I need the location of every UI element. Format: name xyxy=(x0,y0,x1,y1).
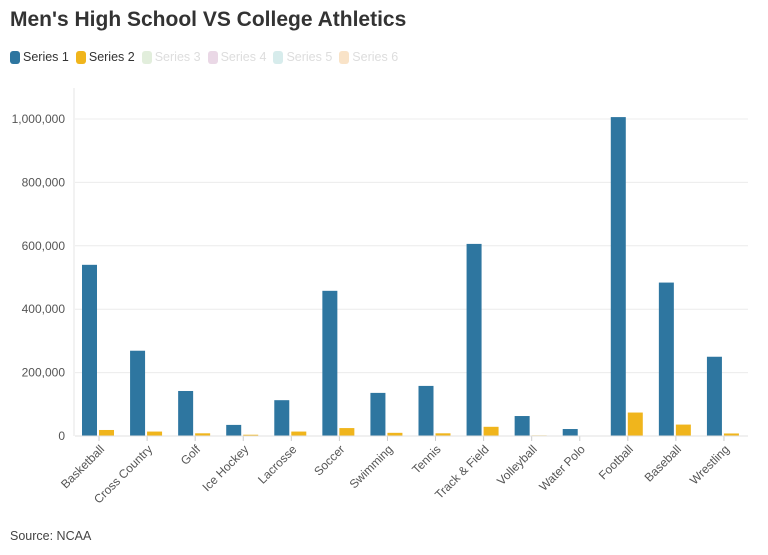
bar-2 xyxy=(339,428,355,436)
x-tick-label: Swimming xyxy=(347,442,396,491)
y-tick-label: 0 xyxy=(58,429,65,443)
legend-label: Series 5 xyxy=(286,50,333,64)
x-tick-label: Baseball xyxy=(642,442,684,484)
bar-2 xyxy=(147,431,163,436)
x-tick-label: Basketball xyxy=(58,442,107,491)
y-tick-label: 400,000 xyxy=(22,302,66,316)
y-tick-label: 600,000 xyxy=(22,239,66,253)
legend-swatch xyxy=(10,50,20,64)
bar-2 xyxy=(723,433,739,436)
bar-1 xyxy=(370,392,386,436)
legend: Series 1 Series 2 Series 3 Series 4 Series 5… xyxy=(10,50,398,64)
bar-1 xyxy=(274,400,290,436)
x-tick-label: Ice Hockey xyxy=(199,442,251,494)
legend-item[interactable]: Series 4 xyxy=(207,50,267,64)
legend-swatch xyxy=(141,50,152,64)
source-note: Source: NCAA xyxy=(10,529,92,543)
bar-2 xyxy=(291,431,307,436)
bar-1 xyxy=(514,416,530,436)
y-tick-label: 200,000 xyxy=(22,366,66,380)
bar-1 xyxy=(82,264,97,436)
bar-1 xyxy=(178,390,194,436)
x-tick-label: Wrestling xyxy=(687,442,732,487)
legend-label: Series 2 xyxy=(88,50,135,64)
bar-1 xyxy=(226,424,242,436)
legend-label: Series 3 xyxy=(154,50,201,64)
x-tick-label: Tennis xyxy=(409,442,443,476)
x-tick-label: Water Polo xyxy=(536,442,588,494)
bar-2 xyxy=(243,434,259,436)
legend-item[interactable]: Series 5 xyxy=(273,50,332,64)
bar-2 xyxy=(99,429,114,436)
y-tick-label: 800,000 xyxy=(22,175,66,189)
x-tick-label: Football xyxy=(596,442,636,482)
bar-2 xyxy=(387,432,403,436)
bar-2 xyxy=(483,426,499,436)
legend-swatch xyxy=(339,50,350,64)
legend-item[interactable]: Series 1 xyxy=(10,50,69,64)
legend-item[interactable]: Series 3 xyxy=(141,50,201,64)
bar-1 xyxy=(562,429,578,436)
bar-1 xyxy=(418,385,434,436)
bar-2 xyxy=(627,412,643,436)
legend-label: Series 6 xyxy=(352,50,399,64)
bar-1 xyxy=(466,243,482,436)
chart-title: Men's High School VS College Athletics xyxy=(10,8,407,31)
bar-1 xyxy=(322,290,338,436)
legend-swatch xyxy=(75,50,86,64)
y-tick-label: 1,000,000 xyxy=(12,112,66,126)
x-tick-label: Golf xyxy=(178,442,204,468)
x-tick-label: Soccer xyxy=(311,442,347,478)
legend-label: Series 1 xyxy=(23,50,69,64)
bar-1 xyxy=(130,350,146,436)
bar-1 xyxy=(610,117,626,437)
bar-2 xyxy=(675,424,691,436)
bar-1 xyxy=(706,356,722,436)
legend-item[interactable]: Series 2 xyxy=(75,50,135,64)
legend-swatch xyxy=(207,50,218,64)
bar-1 xyxy=(658,282,674,436)
legend-swatch xyxy=(273,50,284,64)
bar-2 xyxy=(435,433,451,436)
legend-item[interactable]: Series 6 xyxy=(339,50,398,64)
x-tick-label: Lacrosse xyxy=(255,442,300,487)
x-tick-label: Volleyball xyxy=(494,442,540,488)
bar-2 xyxy=(195,433,211,436)
legend-label: Series 4 xyxy=(220,50,267,64)
